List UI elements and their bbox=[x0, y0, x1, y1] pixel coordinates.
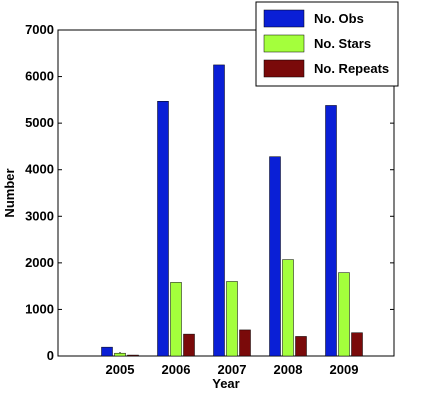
bars-group bbox=[101, 64, 363, 357]
bar-no-obs-2005 bbox=[101, 346, 113, 357]
bar-no-repeats-2009 bbox=[351, 332, 363, 357]
x-tick-label: 2005 bbox=[106, 362, 135, 377]
bar-no-repeats-2005 bbox=[127, 354, 139, 357]
y-axis-title: Number bbox=[2, 168, 17, 217]
y-tick-label: 0 bbox=[47, 348, 54, 363]
x-tick-label: 2006 bbox=[162, 362, 191, 377]
legend-label: No. Repeats bbox=[314, 61, 389, 76]
y-tick-label: 6000 bbox=[25, 69, 54, 84]
bar-no-repeats-2006 bbox=[183, 333, 195, 357]
y-tick-label: 1000 bbox=[25, 301, 54, 316]
bar-no-obs-2009 bbox=[325, 105, 337, 357]
y-tick-label: 2000 bbox=[25, 255, 54, 270]
bar-no-obs-2008 bbox=[269, 156, 281, 357]
legend-swatch bbox=[263, 34, 305, 53]
bar-no-stars-2008 bbox=[282, 259, 294, 357]
bar-no-stars-2005 bbox=[114, 352, 126, 357]
y-axis: 0 1000 2000 3000 4000 5000 6000 7000 bbox=[25, 22, 394, 363]
y-tick-label: 5000 bbox=[25, 115, 54, 130]
bar-no-repeats-2007 bbox=[239, 329, 251, 357]
x-tick-label: 2009 bbox=[330, 362, 359, 377]
bar-no-stars-2009 bbox=[338, 272, 350, 357]
x-axis-title: Year bbox=[212, 376, 239, 391]
x-tick-label: 2007 bbox=[218, 362, 247, 377]
bar-no-repeats-2008 bbox=[295, 336, 307, 357]
legend-label: No. Stars bbox=[314, 36, 371, 51]
y-tick-label: 3000 bbox=[25, 208, 54, 223]
legend-swatch bbox=[263, 59, 305, 78]
y-tick-label: 7000 bbox=[25, 22, 54, 37]
legend: No. Obs No. Stars No. Repeats bbox=[255, 1, 399, 87]
bar-no-obs-2006 bbox=[157, 101, 169, 357]
bar-no-stars-2007 bbox=[226, 281, 238, 357]
x-tick-label: 2008 bbox=[274, 362, 303, 377]
x-axis: 2005 2006 2007 2008 2009 bbox=[106, 352, 359, 377]
bar-no-stars-2006 bbox=[170, 282, 182, 357]
bar-no-obs-2007 bbox=[213, 64, 225, 357]
legend-label: No. Obs bbox=[314, 11, 364, 26]
legend-swatch bbox=[263, 9, 305, 28]
y-tick-label: 4000 bbox=[25, 162, 54, 177]
